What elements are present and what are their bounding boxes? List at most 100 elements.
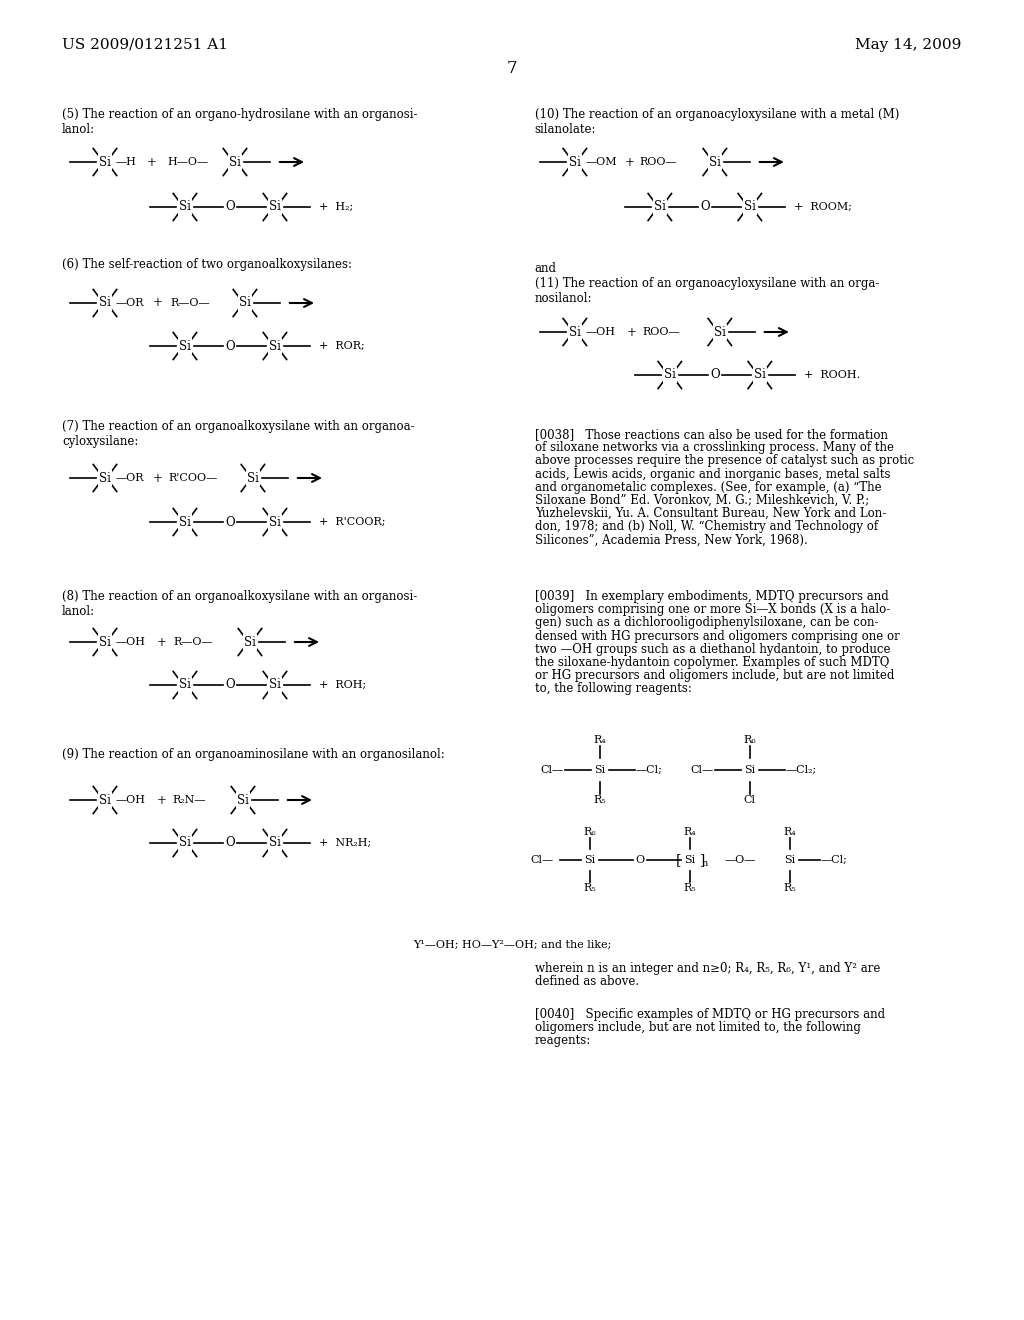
Text: +: +: [625, 156, 635, 169]
Text: Si: Si: [99, 471, 111, 484]
Text: gen) such as a dichlorooligodiphenylsiloxane, can be con-: gen) such as a dichlorooligodiphenylsilo…: [535, 616, 879, 630]
Text: and: and: [535, 261, 557, 275]
Text: +  ROOM;: + ROOM;: [794, 202, 852, 213]
Text: Si: Si: [714, 326, 726, 338]
Text: R₄: R₄: [683, 828, 696, 837]
Text: above processes require the presence of catalyst such as protic: above processes require the presence of …: [535, 454, 914, 467]
Text: Si: Si: [179, 339, 190, 352]
Text: +  H₂;: + H₂;: [318, 202, 353, 213]
Text: +  ROOH.: + ROOH.: [804, 370, 860, 380]
Text: —Cl;: —Cl;: [821, 855, 848, 865]
Text: Si: Si: [99, 297, 111, 309]
Text: —H: —H: [116, 157, 137, 168]
Text: +: +: [627, 326, 637, 338]
Text: Si: Si: [99, 793, 111, 807]
Text: Si: Si: [269, 339, 281, 352]
Text: +: +: [157, 793, 167, 807]
Text: +: +: [153, 471, 163, 484]
Text: R₄: R₄: [594, 735, 606, 744]
Text: R—O—: R—O—: [173, 638, 213, 647]
Text: Cl—: Cl—: [530, 855, 554, 865]
Text: Si: Si: [709, 156, 721, 169]
Text: (8) The reaction of an organoalkoxysilane with an organosi-
lanol:: (8) The reaction of an organoalkoxysilan…: [62, 590, 417, 618]
Text: —Cl₂;: —Cl₂;: [785, 766, 817, 775]
Text: Si: Si: [179, 837, 190, 850]
Text: ROO—: ROO—: [640, 157, 678, 168]
Text: +: +: [147, 156, 157, 169]
Text: (6) The self-reaction of two organoalkoxysilanes:: (6) The self-reaction of two organoalkox…: [62, 257, 352, 271]
Text: —OH: —OH: [116, 638, 146, 647]
Text: n: n: [701, 859, 708, 869]
Text: Si: Si: [244, 635, 256, 648]
Text: defined as above.: defined as above.: [535, 975, 639, 989]
Text: Si: Si: [247, 471, 259, 484]
Text: —OH: —OH: [116, 795, 146, 805]
Text: [0039]   In exemplary embodiments, MDTQ precursors and: [0039] In exemplary embodiments, MDTQ pr…: [535, 590, 889, 603]
Text: —OR: —OR: [116, 473, 144, 483]
Text: —OR: —OR: [116, 298, 144, 308]
Text: +: +: [153, 297, 163, 309]
Text: Si: Si: [594, 766, 605, 775]
Text: O: O: [225, 201, 234, 214]
Text: acids, Lewis acids, organic and inorganic bases, metal salts: acids, Lewis acids, organic and inorgani…: [535, 467, 890, 480]
Text: Si: Si: [585, 855, 596, 865]
Text: +  R'COOR;: + R'COOR;: [318, 517, 385, 527]
Text: Si: Si: [743, 201, 756, 214]
Text: Y¹—OH; HO—Y²—OH; and the like;: Y¹—OH; HO—Y²—OH; and the like;: [413, 940, 611, 950]
Text: O: O: [635, 855, 644, 865]
Text: O: O: [700, 201, 710, 214]
Text: Si: Si: [179, 201, 190, 214]
Text: —OM: —OM: [586, 157, 617, 168]
Text: R₅: R₅: [584, 883, 596, 894]
Text: Cl—: Cl—: [690, 766, 714, 775]
Text: O: O: [710, 368, 720, 381]
Text: Si: Si: [569, 326, 581, 338]
Text: Cl: Cl: [743, 795, 756, 805]
Text: —O—: —O—: [724, 855, 756, 865]
Text: Si: Si: [569, 156, 581, 169]
Text: ]: ]: [699, 853, 706, 867]
Text: O: O: [225, 339, 234, 352]
Text: Siloxane Bond” Ed. Voronkov, M. G.; Mileshkevich, V. P.;: Siloxane Bond” Ed. Voronkov, M. G.; Mile…: [535, 494, 869, 507]
Text: O: O: [225, 516, 234, 528]
Text: —OH: —OH: [586, 327, 615, 337]
Text: or HG precursors and oligomers include, but are not limited: or HG precursors and oligomers include, …: [535, 669, 894, 682]
Text: Si: Si: [179, 516, 190, 528]
Text: Si: Si: [99, 635, 111, 648]
Text: May 14, 2009: May 14, 2009: [855, 38, 962, 51]
Text: Cl—: Cl—: [541, 766, 564, 775]
Text: Si: Si: [754, 368, 766, 381]
Text: two —OH groups such as a diethanol hydantoin, to produce: two —OH groups such as a diethanol hydan…: [535, 643, 890, 656]
Text: R'COO—: R'COO—: [168, 473, 217, 483]
Text: 7: 7: [507, 59, 517, 77]
Text: ROO—: ROO—: [643, 327, 681, 337]
Text: Si: Si: [684, 855, 695, 865]
Text: R₆: R₆: [743, 735, 756, 744]
Text: R₂N—: R₂N—: [172, 795, 206, 805]
Text: and organometalic complexes. (See, for example, (a) “The: and organometalic complexes. (See, for e…: [535, 480, 882, 494]
Text: R₄: R₄: [783, 828, 797, 837]
Text: Si: Si: [269, 516, 281, 528]
Text: the siloxane-hydantoin copolymer. Examples of such MDTQ: the siloxane-hydantoin copolymer. Exampl…: [535, 656, 889, 669]
Text: oligomers comprising one or more Si—X bonds (X is a halo-: oligomers comprising one or more Si—X bo…: [535, 603, 890, 616]
Text: H—O—: H—O—: [167, 157, 208, 168]
Text: Si: Si: [784, 855, 796, 865]
Text: Si: Si: [229, 156, 241, 169]
Text: Silicones”, Academia Press, New York, 1968).: Silicones”, Academia Press, New York, 19…: [535, 533, 808, 546]
Text: Si: Si: [237, 793, 249, 807]
Text: Yuzhelevskii, Yu. A. Consultant Bureau, New York and Lon-: Yuzhelevskii, Yu. A. Consultant Bureau, …: [535, 507, 886, 520]
Text: reagents:: reagents:: [535, 1035, 591, 1047]
Text: +: +: [157, 635, 167, 648]
Text: (9) The reaction of an organoaminosilane with an organosilanol:: (9) The reaction of an organoaminosilane…: [62, 748, 444, 762]
Text: R₅: R₅: [594, 795, 606, 805]
Text: O: O: [225, 837, 234, 850]
Text: —Cl;: —Cl;: [636, 766, 663, 775]
Text: Si: Si: [654, 201, 666, 214]
Text: R₅: R₅: [783, 883, 796, 894]
Text: R₆: R₆: [584, 828, 596, 837]
Text: R₅: R₅: [683, 883, 696, 894]
Text: +  NR₂H;: + NR₂H;: [318, 838, 371, 847]
Text: (10) The reaction of an organoacyloxysilane with a metal (M)
silanolate:: (10) The reaction of an organoacyloxysil…: [535, 108, 899, 136]
Text: (5) The reaction of an organo-hydrosilane with an organosi-
lanol:: (5) The reaction of an organo-hydrosilan…: [62, 108, 418, 136]
Text: US 2009/0121251 A1: US 2009/0121251 A1: [62, 38, 228, 51]
